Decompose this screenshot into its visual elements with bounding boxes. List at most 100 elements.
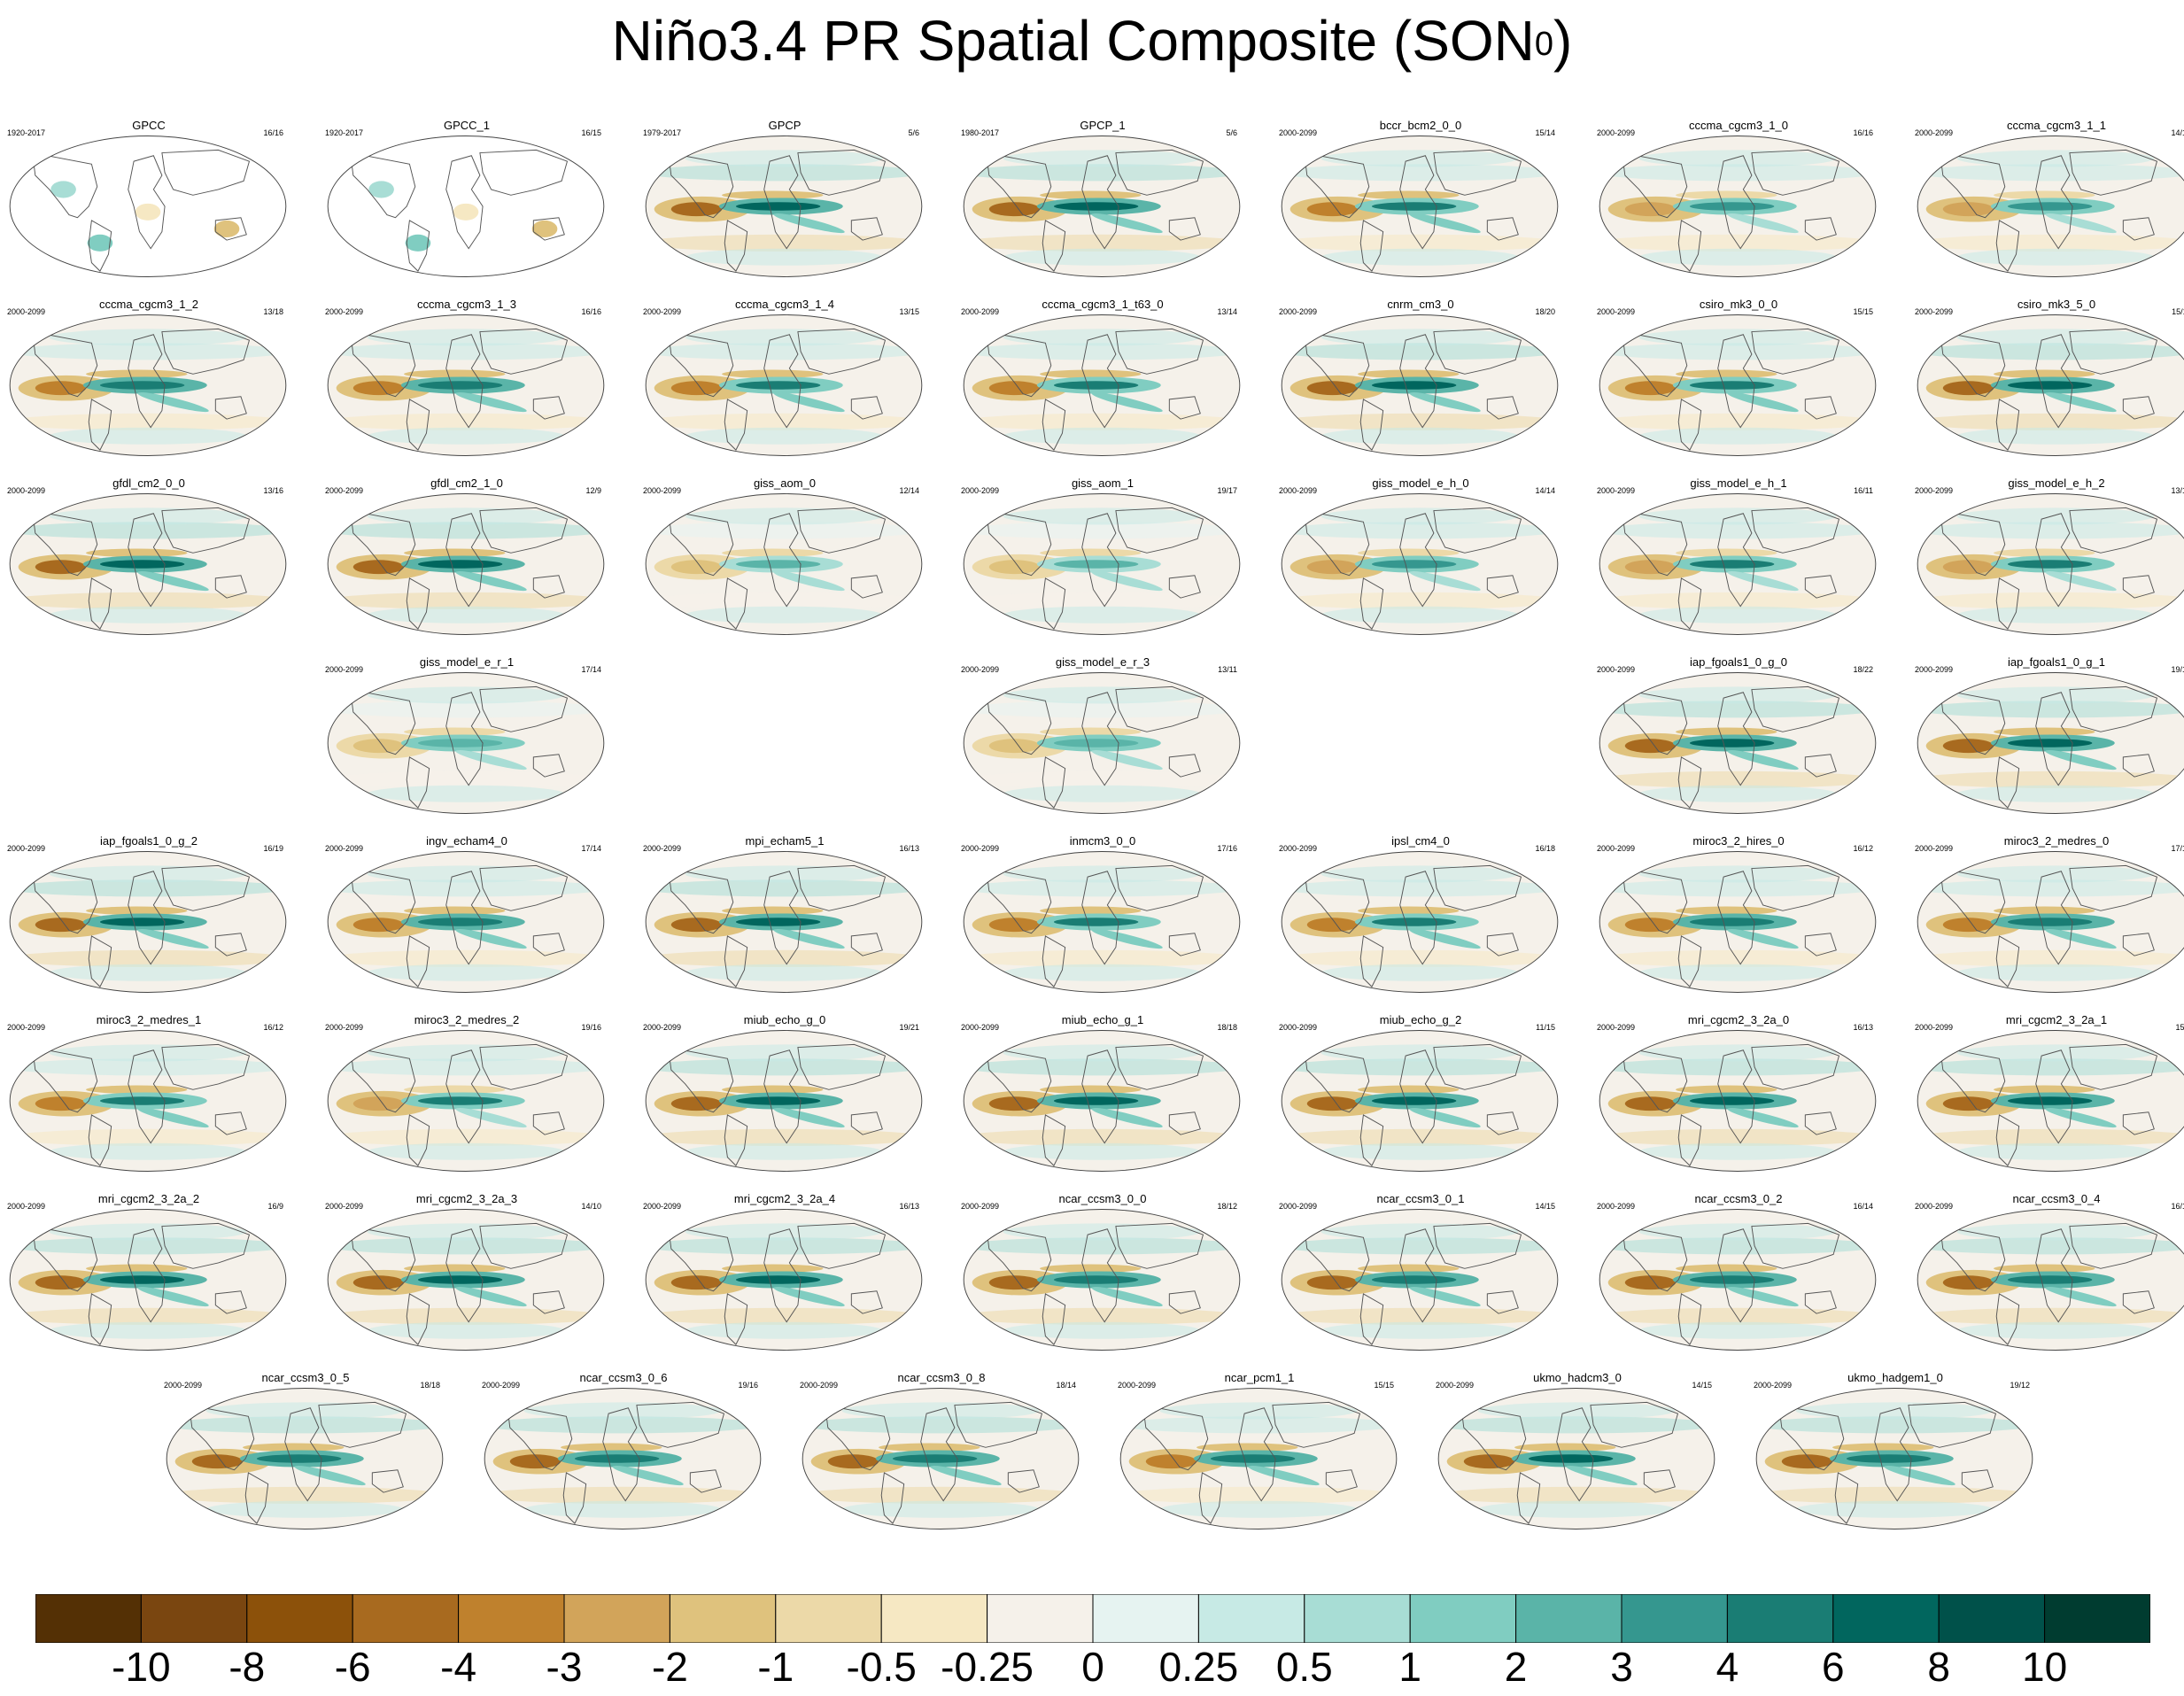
- panel-event-count: 15/11: [2172, 307, 2184, 316]
- map-panel: giss_aom_1 2000-2099 19/17: [961, 476, 1244, 645]
- map-panel: ncar_ccsm3_0_1 2000-2099 14/15: [1279, 1192, 1562, 1360]
- map-panel: GPCC 1920-2017 16/16: [7, 119, 290, 287]
- panel-model-name: giss_aom_1: [1071, 476, 1135, 490]
- panel-map: [1281, 851, 1559, 993]
- colorbar-tick-label: 0.5: [1275, 1644, 1333, 1690]
- panel-event-count: 18/14: [1056, 1381, 1076, 1390]
- panel-model-name: iap_fgoals1_0_g_0: [1690, 655, 1787, 669]
- panel-map: [963, 136, 1241, 277]
- panel-event-count: 11/15: [1536, 1023, 1555, 1032]
- panel-years: 2000-2099: [1279, 307, 1318, 316]
- panel-years: 2000-2099: [7, 844, 46, 853]
- panel-model-name: giss_model_e_h_0: [1372, 476, 1469, 490]
- panel-event-count: 16/12: [263, 1023, 283, 1032]
- colorbar-tick-label: -10: [112, 1644, 171, 1690]
- panel-event-count: 14/12: [2171, 128, 2184, 137]
- map-panel: csiro_mk3_0_0 2000-2099 15/15: [1597, 298, 1880, 466]
- panel-map: [1599, 314, 1877, 456]
- map-panel: miroc3_2_medres_1 2000-2099 16/12: [7, 1013, 290, 1181]
- panel-years: 2000-2099: [643, 1202, 682, 1211]
- panel-map: [963, 851, 1241, 993]
- panel-years: 2000-2099: [1279, 1202, 1318, 1211]
- map-panel: GPCC_1 1920-2017 16/15: [325, 119, 608, 287]
- colorbar-swatch: [987, 1594, 1094, 1643]
- panel-map: [1281, 314, 1559, 456]
- panel-years: 2000-2099: [1279, 486, 1318, 495]
- panel-event-count: 18/18: [420, 1381, 440, 1390]
- panel-event-count: 15/14: [1535, 128, 1555, 137]
- panel-event-count: 5/6: [908, 128, 919, 137]
- panel-map: [327, 851, 605, 993]
- colorbar-tick-label: 8: [1927, 1644, 1950, 1690]
- panel-map: [1599, 136, 1877, 277]
- panel-model-name: giss_model_e_r_1: [419, 655, 515, 669]
- map-panel: cccma_cgcm3_1_t63_0 2000-2099 13/14: [961, 298, 1244, 466]
- map-panel: GPCP_1 1980-2017 5/6: [961, 119, 1244, 287]
- panel-model-name: ncar_pcm1_1: [1224, 1371, 1295, 1384]
- colorbar-swatch: [1304, 1594, 1411, 1643]
- map-panel: giss_model_e_r_1 2000-2099 17/14: [325, 655, 608, 824]
- panel-event-count: 13/16: [2171, 486, 2184, 495]
- colorbar-swatch: [1197, 1594, 1305, 1643]
- panel-map: [9, 136, 287, 277]
- panel-model-name: mpi_echam5_1: [745, 834, 825, 848]
- panel-model-name: mri_cgcm2_3_2a_1: [2005, 1013, 2108, 1026]
- panel-model-name: cccma_cgcm3_1_3: [417, 298, 516, 311]
- map-panel: mri_cgcm2_3_2a_0 2000-2099 16/13: [1597, 1013, 1880, 1181]
- panel-map: [645, 493, 923, 635]
- panel-years: 2000-2099: [643, 844, 682, 853]
- panel-map: [9, 314, 287, 456]
- panel-map: [645, 1209, 923, 1351]
- panel-years: 2000-2099: [7, 307, 46, 316]
- map-panel: miub_echo_g_0 2000-2099 19/21: [643, 1013, 926, 1181]
- map-panel: miub_echo_g_2 2000-2099 11/15: [1279, 1013, 1562, 1181]
- panel-years: 2000-2099: [1279, 1023, 1318, 1032]
- panel-event-count: 14/10: [581, 1202, 601, 1211]
- panel-map: [327, 672, 605, 814]
- map-panel: cccma_cgcm3_1_2 2000-2099 13/18: [7, 298, 290, 466]
- panel-event-count: 17/16: [1217, 844, 1237, 853]
- panel-years: 2000-2099: [1915, 844, 1954, 853]
- colorbar-tick-label: 3: [1610, 1644, 1633, 1690]
- map-panel: mpi_echam5_1 2000-2099 16/13: [643, 834, 926, 1003]
- panel-event-count: 16/14: [1853, 1202, 1873, 1211]
- panel-map: [1599, 672, 1877, 814]
- panel-event-count: 12/14: [899, 486, 919, 495]
- panel-years: 2000-2099: [1915, 307, 1954, 316]
- colorbar-swatch: [246, 1594, 353, 1643]
- panel-model-name: cccma_cgcm3_1_4: [735, 298, 834, 311]
- panel-event-count: 18/20: [1535, 307, 1555, 316]
- panel-map: [963, 672, 1241, 814]
- panel-map: [327, 1209, 605, 1351]
- panel-model-name: iap_fgoals1_0_g_2: [100, 834, 197, 848]
- panel-map: [484, 1388, 762, 1529]
- panel-map: [1917, 136, 2184, 277]
- panel-years: 2000-2099: [961, 844, 1000, 853]
- map-panel: cccma_cgcm3_1_3 2000-2099 16/16: [325, 298, 608, 466]
- panel-model-name: miroc3_2_medres_0: [2003, 834, 2110, 848]
- colorbar-swatch: [1832, 1594, 1940, 1643]
- panel-map: [9, 493, 287, 635]
- panel-map: [1917, 672, 2184, 814]
- panel-years: 2000-2099: [1597, 128, 1636, 137]
- colorbar-tick-label: 2: [1504, 1644, 1528, 1690]
- panel-event-count: 19/17: [1217, 486, 1237, 495]
- colorbar-tick-label: 4: [1715, 1644, 1739, 1690]
- panel-event-count: 16/13: [899, 1202, 919, 1211]
- panel-years: 2000-2099: [961, 665, 1000, 674]
- map-panel: gfdl_cm2_0_0 2000-2099 13/16: [7, 476, 290, 645]
- panel-map: [9, 1030, 287, 1172]
- panel-model-name: ncar_ccsm3_0_4: [2012, 1192, 2101, 1205]
- panel-event-count: 14/15: [1692, 1381, 1712, 1390]
- panel-years: 2000-2099: [7, 486, 46, 495]
- panel-event-count: 5/6: [1226, 128, 1237, 137]
- panel-model-name: ncar_ccsm3_0_6: [579, 1371, 668, 1384]
- map-panel: ncar_ccsm3_0_6 2000-2099 19/16: [482, 1371, 765, 1539]
- panel-event-count: 14/14: [1535, 486, 1555, 495]
- colorbar-tick-label: 6: [1822, 1644, 1845, 1690]
- panel-event-count: 15/15: [1853, 307, 1873, 316]
- panel-map: [327, 136, 605, 277]
- panel-years: 1979-2017: [643, 128, 682, 137]
- colorbar-tick-label: 1: [1398, 1644, 1421, 1690]
